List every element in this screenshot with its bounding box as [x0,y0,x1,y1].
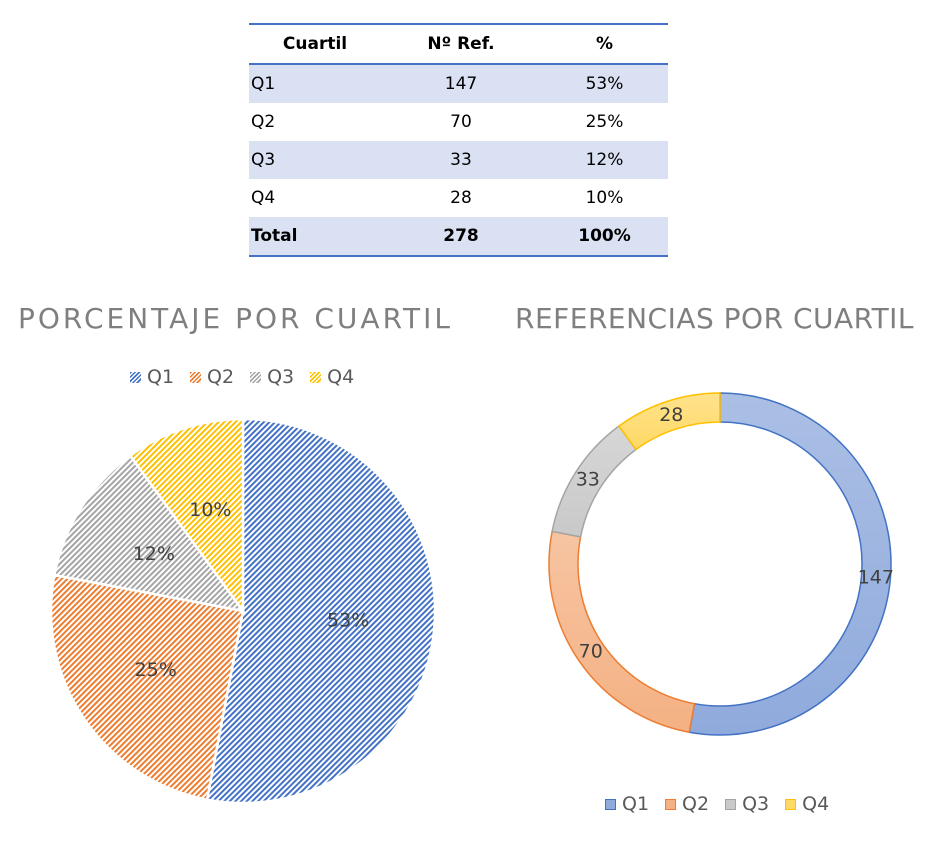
pie-slice-q3 [52,453,246,613]
legend-label: Q1 [147,366,175,388]
row-refs: 33 [381,141,541,179]
table-row: Q3 33 12% [249,141,668,179]
donut-data-label: 28 [659,404,683,426]
legend-label: Q1 [622,793,650,815]
legend-item-q3: Q3 [250,366,294,388]
row-label: Q2 [251,112,276,132]
pie-legend: Q1 Q2 Q3 Q4 [130,366,354,388]
total-pct: 100% [541,217,668,257]
row-pct: 10% [585,188,624,208]
row-pct: 53% [541,64,668,103]
row-label: Q4 [251,188,276,208]
pie-chart: 53% 25% 12% 10% [49,417,437,805]
legend-item-q4: Q4 [785,793,829,815]
q2-swatch [190,371,202,383]
legend-label: Q4 [802,793,830,815]
legend-item-q1: Q1 [605,793,649,815]
table-row: Q4 28 10% [249,179,668,217]
legend-item-q2: Q2 [665,793,709,815]
q4-swatch [310,371,322,383]
row-refs: 147 [381,64,541,103]
legend-item-q4: Q4 [310,366,354,388]
pie-data-label: 53% [327,609,369,631]
pie-data-label: 12% [133,543,175,565]
donut-chart: 147 70 33 28 [548,392,894,736]
legend-item-q3: Q3 [725,793,769,815]
pie-chart-title: PORCENTAJE POR CUARTIL [18,302,453,335]
row-pct: 25% [585,112,624,132]
q1-swatch [130,371,141,383]
legend-item-q1: Q1 [130,366,174,388]
donut-data-label: 70 [579,641,603,663]
header-pct: % [541,23,668,65]
q1-swatch [605,798,616,810]
donut-segment-q1 [688,392,892,736]
legend-label: Q2 [682,793,710,815]
donut-data-label: 33 [576,469,600,491]
legend-label: Q4 [327,366,355,388]
donut-segment-q2 [548,530,696,734]
pie-data-label: 25% [135,659,177,681]
table-row: Q1 147 53% [249,64,668,103]
table-header-row: Cuartil Nº Ref. % [249,23,668,65]
header-cuartil: Cuartil [249,23,381,65]
header-refs: Nº Ref. [381,23,541,65]
legend-label: Q2 [207,366,235,388]
q3-swatch [725,798,737,810]
legend-item-q2: Q2 [190,366,234,388]
table-row: Q2 70 25% [249,103,668,141]
pie-slice-q4 [128,417,245,615]
row-refs: 70 [450,112,472,132]
legend-label: Q3 [267,366,295,388]
q3-swatch [250,371,262,383]
donut-legend: Q1 Q2 Q3 Q4 [605,793,829,815]
donut-data-label: 147 [858,567,894,589]
quartile-table: Cuartil Nº Ref. % Q1 147 53% Q2 70 25% Q… [249,23,668,257]
total-label: Total [249,217,381,257]
row-label: Q1 [249,64,381,103]
donut-segment-q4 [617,392,721,451]
row-label: Q3 [249,141,381,179]
pie-slice-q1 [205,417,437,805]
row-pct: 12% [541,141,668,179]
pie-slice-q2 [49,573,245,802]
legend-label: Q3 [742,793,770,815]
donut-chart-title: REFERENCIAS POR CUARTIL [515,302,915,335]
row-refs: 28 [450,188,472,208]
pie-data-label: 10% [189,499,231,521]
total-refs: 278 [381,217,541,257]
q2-swatch [665,798,677,810]
q4-swatch [785,798,797,810]
table-total-row: Total 278 100% [249,217,668,257]
